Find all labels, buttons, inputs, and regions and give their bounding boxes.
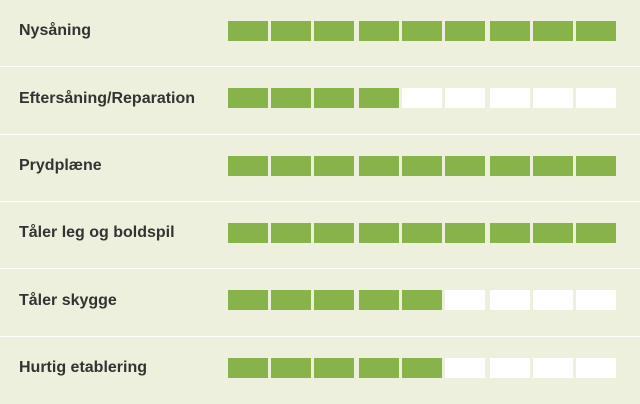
rating-segment-filled (402, 156, 442, 176)
rating-segment-filled (271, 21, 311, 41)
rating-segment-filled (359, 156, 399, 176)
rating-segment-empty (490, 290, 530, 310)
rating-segment-filled (271, 290, 311, 310)
rating-segment-filled (314, 156, 354, 176)
rating-segment-filled (445, 156, 485, 176)
rating-segment-filled (228, 358, 268, 378)
rating-segment-empty (533, 358, 573, 378)
row-label: Hurtig etablering (19, 359, 148, 376)
rating-segment-filled (271, 88, 311, 108)
rating-segment-filled (402, 358, 442, 378)
rating-segment-filled (314, 358, 354, 378)
rating-segment-filled (271, 223, 311, 243)
rating-segment-filled (314, 21, 354, 41)
rating-segment-filled (228, 223, 268, 243)
rating-segment-filled (228, 88, 268, 108)
rating-segment-empty (490, 358, 530, 378)
rating-segment-empty (576, 290, 616, 310)
rating-segment-empty (445, 88, 485, 108)
rating-segment-filled (490, 21, 530, 41)
rating-row-eftersaning: Eftersåning/Reparation (0, 67, 640, 134)
row-label: Tåler skygge (19, 292, 117, 309)
row-divider (0, 268, 640, 269)
rating-segment-filled (533, 21, 573, 41)
row-divider (0, 134, 640, 135)
rating-row-prydplaene: Prydplæne (0, 135, 640, 202)
rating-row-taler-leg: Tåler leg og boldspil (0, 202, 640, 269)
rating-segment-empty (445, 358, 485, 378)
row-label: Nysåning (19, 22, 92, 39)
rating-segment-empty (490, 88, 530, 108)
rating-segment-empty (576, 358, 616, 378)
row-divider (0, 201, 640, 202)
rating-segment-filled (445, 223, 485, 243)
rating-segment-filled (445, 21, 485, 41)
rating-segment-filled (533, 156, 573, 176)
row-label: Tåler leg og boldspil (19, 224, 175, 241)
rating-segment-filled (359, 290, 399, 310)
rating-segment-filled (533, 223, 573, 243)
rating-row-nysaning: Nysåning (0, 0, 640, 67)
row-label: Prydplæne (19, 157, 102, 174)
rating-segment-filled (228, 156, 268, 176)
row-divider (0, 66, 640, 67)
rating-segment-filled (576, 21, 616, 41)
rating-segment-filled (359, 21, 399, 41)
rating-segment-filled (314, 223, 354, 243)
row-label: Eftersåning/Reparation (19, 90, 196, 107)
rating-segment-filled (402, 290, 442, 310)
rating-segment-filled (359, 223, 399, 243)
rating-segment-filled (271, 156, 311, 176)
rating-segment-filled (314, 290, 354, 310)
rating-segment-filled (402, 21, 442, 41)
rating-segment-filled (402, 223, 442, 243)
rating-segment-filled (314, 88, 354, 108)
rating-row-hurtig-etablering: Hurtig etablering (0, 337, 640, 404)
rating-segment-filled (490, 156, 530, 176)
rating-segment-filled (490, 223, 530, 243)
rating-row-taler-skygge: Tåler skygge (0, 269, 640, 336)
rating-segment-empty (402, 88, 442, 108)
rating-segment-filled (359, 358, 399, 378)
rating-segment-filled (359, 88, 399, 108)
rating-segment-empty (533, 290, 573, 310)
row-divider (0, 336, 640, 337)
rating-segment-empty (576, 88, 616, 108)
rating-segment-filled (228, 290, 268, 310)
rating-segment-filled (228, 21, 268, 41)
rating-segment-filled (576, 223, 616, 243)
rating-segment-empty (533, 88, 573, 108)
rating-segment-filled (271, 358, 311, 378)
rating-segment-filled (576, 156, 616, 176)
rating-segment-empty (445, 290, 485, 310)
